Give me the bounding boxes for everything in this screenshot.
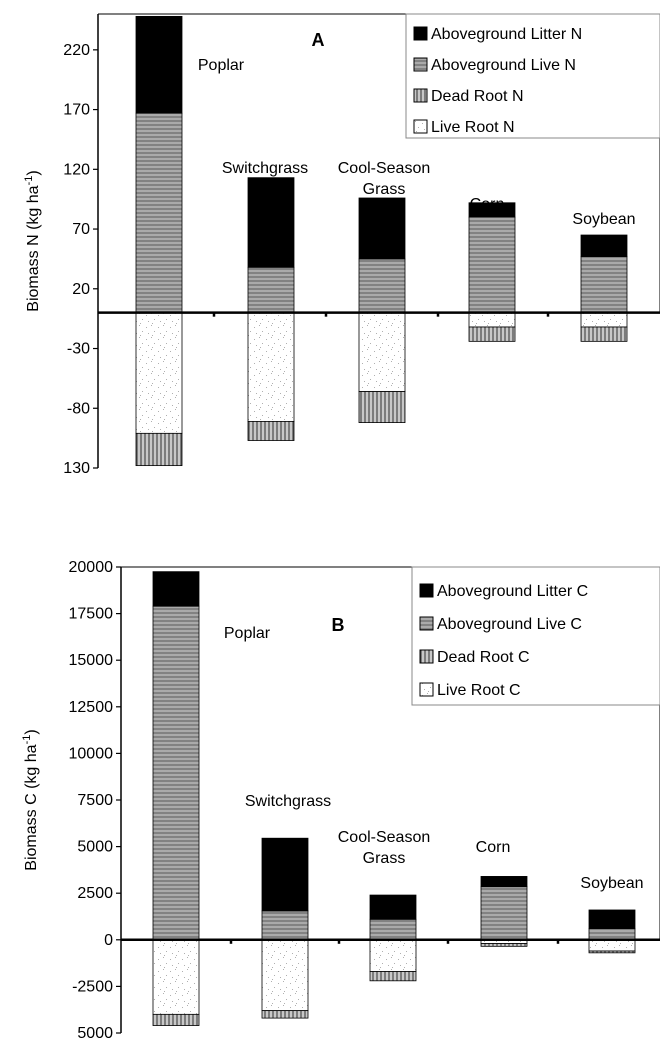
- y-tick-label: -30: [67, 341, 90, 358]
- bar-litter: [468, 202, 516, 218]
- bar-litter: [588, 909, 636, 930]
- category-label: Poplar: [198, 57, 245, 74]
- bar-litter: [369, 894, 417, 920]
- bar-live: [588, 928, 636, 941]
- y-tick-label: 15000: [69, 652, 114, 669]
- category-label: Switchgrass: [222, 160, 308, 177]
- bar-litter: [480, 876, 528, 888]
- y-tick-label: 70: [72, 221, 90, 238]
- y-axis-label: Biomass C (kg ha-1): [21, 729, 40, 870]
- bar-dead: [358, 391, 406, 423]
- chart-b: 20000 17500 15000 12500 10000 7500 5000 2500 0 -2…: [21, 559, 660, 1042]
- y-tick-label: 10000: [69, 745, 114, 762]
- y-tick-label: 17500: [69, 606, 114, 623]
- category-label: Corn: [476, 839, 511, 856]
- bar-dead: [247, 421, 295, 441]
- y-tick-label: 2500: [77, 885, 113, 902]
- y-tick-label: 170: [63, 102, 90, 119]
- panel-letter: B: [332, 615, 345, 635]
- bar-liveroot: [580, 312, 628, 328]
- y-tick-label: -80: [67, 400, 90, 417]
- bar-dead: [369, 971, 417, 982]
- bar-live: [152, 605, 200, 941]
- bar-dead: [588, 950, 636, 954]
- bar-liveroot: [261, 939, 309, 1012]
- legend-swatch: [419, 682, 434, 697]
- y-axis-label: Biomass N (kg ha-1): [23, 170, 42, 311]
- category-label: Soybean: [572, 211, 635, 228]
- legend-swatch: [419, 616, 434, 631]
- bar-liveroot: [152, 939, 200, 1015]
- legend-swatch: [413, 88, 428, 103]
- bar-dead: [152, 1013, 200, 1026]
- bar-litter: [135, 15, 183, 114]
- panel-a: 220 170 120 70 20 -30 -80 130 Biomass N (kg ha-1…: [0, 0, 660, 500]
- chart-a: 220 170 120 70 20 -30 -80 130 Biomass N (kg ha-1…: [23, 13, 660, 477]
- legend-swatch: [413, 57, 428, 72]
- y-tick-label: 120: [63, 161, 90, 178]
- category-label: Grass: [363, 850, 406, 867]
- bar-live: [480, 886, 528, 941]
- legend-label: Aboveground Litter C: [437, 583, 588, 600]
- y-tick-label: 0: [104, 932, 113, 949]
- bar-dead: [480, 943, 528, 947]
- bar-live: [261, 910, 309, 941]
- legend-label: Dead Root C: [437, 649, 530, 666]
- category-label: Switchgrass: [245, 793, 331, 810]
- category-label: Cool-Season: [338, 829, 431, 846]
- legend-swatch: [419, 583, 434, 598]
- bar-live: [135, 112, 183, 314]
- bar-liveroot: [358, 312, 406, 392]
- bar-live: [369, 918, 417, 941]
- y-tick-label: 130: [63, 460, 90, 477]
- y-tick-label: 5000: [77, 839, 113, 856]
- y-tick-label: 20: [72, 281, 90, 298]
- legend-swatch: [413, 119, 428, 134]
- legend-box: [411, 566, 660, 706]
- y-tick-label: 7500: [77, 792, 113, 809]
- category-label: Grass: [363, 181, 406, 198]
- bar-dead: [135, 432, 183, 467]
- bar-live: [247, 266, 295, 314]
- bar-litter: [358, 197, 406, 260]
- legend-label: Live Root C: [437, 682, 521, 699]
- category-label: Corn: [470, 196, 505, 213]
- bar-liveroot: [247, 312, 295, 422]
- bar-litter: [580, 234, 628, 257]
- bar-dead: [468, 326, 516, 342]
- legend-swatch: [413, 26, 428, 41]
- y-tick-label: 5000: [77, 1025, 113, 1042]
- legend-label: Live Root N: [431, 119, 515, 136]
- legend-label: Aboveground Live N: [431, 57, 576, 74]
- legend-swatch: [419, 649, 434, 664]
- panel-letter: A: [312, 30, 325, 50]
- y-tick-label: 12500: [69, 699, 114, 716]
- bar-liveroot: [468, 312, 516, 328]
- bar-litter: [152, 571, 200, 607]
- legend-label: Dead Root N: [431, 88, 524, 105]
- legend-label: Aboveground Live C: [437, 616, 582, 633]
- category-label: Poplar: [224, 625, 271, 642]
- y-tick-label: 220: [63, 42, 90, 59]
- bar-dead: [261, 1010, 309, 1019]
- bar-litter: [247, 177, 295, 268]
- bar-liveroot: [369, 939, 417, 972]
- bar-live: [358, 258, 406, 314]
- bar-live: [580, 256, 628, 314]
- category-label: Cool-Season: [338, 160, 431, 177]
- y-tick-label: 20000: [69, 559, 114, 576]
- legend-box: [405, 13, 660, 139]
- y-tick-label: -2500: [72, 978, 113, 995]
- panel-b: 20000 17500 15000 12500 10000 7500 5000 2500 0 -2…: [0, 500, 660, 1043]
- bar-liveroot: [588, 939, 636, 952]
- bar-dead: [580, 326, 628, 342]
- legend-label: Aboveground Litter N: [431, 26, 582, 43]
- bar-live: [468, 216, 516, 314]
- bar-litter: [261, 837, 309, 912]
- category-label: Soybean: [580, 875, 643, 892]
- bar-liveroot: [135, 312, 183, 434]
